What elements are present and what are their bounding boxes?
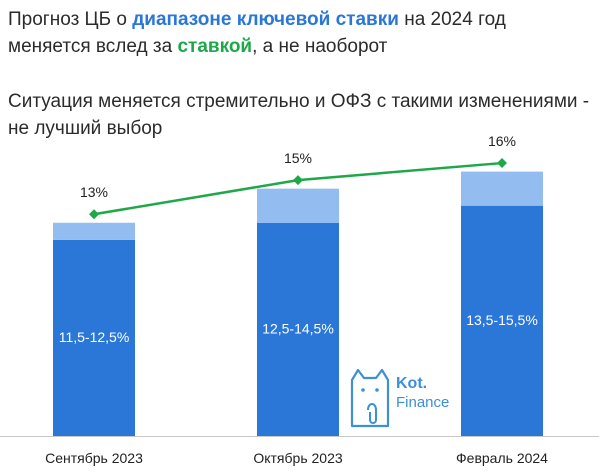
x-tick-label: Октябрь 2023 bbox=[253, 450, 343, 466]
key-rate-label: 13% bbox=[80, 184, 108, 200]
headline-text: меняется вслед за bbox=[8, 36, 178, 57]
bar-range-extension bbox=[461, 171, 543, 206]
key-rate-label: 15% bbox=[284, 150, 312, 166]
kot-finance-logo: Kot. Finance bbox=[348, 366, 458, 430]
bar-lower-bound bbox=[53, 239, 135, 436]
key-rate-point bbox=[497, 158, 507, 169]
bar-lower-bound bbox=[461, 205, 543, 436]
bar-data-label: 13,5-15,5% bbox=[466, 312, 538, 328]
headline-text: , а не наоборот bbox=[252, 36, 388, 57]
cat-icon bbox=[350, 368, 390, 428]
headline-text: Прогноз ЦБ о bbox=[8, 9, 133, 30]
headline-highlight-rate: ставкой bbox=[177, 36, 253, 57]
bar-lower-bound bbox=[257, 222, 339, 436]
bar-data-label: 11,5-12,5% bbox=[59, 329, 130, 345]
x-tick-label: Февраль 2024 bbox=[456, 450, 548, 466]
key-rate-point bbox=[293, 175, 303, 186]
bar-data-label: 12,5-14,5% bbox=[262, 320, 334, 336]
headline: Прогноз ЦБ о диапазоне ключевой ставки н… bbox=[8, 6, 593, 60]
bar-range-extension bbox=[53, 222, 135, 240]
headline-line-2: меняется вслед за ставкой, а не наоборот bbox=[8, 33, 593, 60]
logo-sub: Finance bbox=[396, 394, 450, 411]
x-tick-label: Сентябрь 2023 bbox=[45, 450, 143, 466]
headline-text: на 2024 год bbox=[398, 9, 506, 30]
key-rate-point bbox=[89, 209, 99, 220]
headline-line-1: Прогноз ЦБ о диапазоне ключевой ставки н… bbox=[8, 6, 593, 33]
logo-brand: Kot. bbox=[396, 375, 428, 392]
headline-highlight-range: диапазоне ключевой ставки bbox=[132, 9, 399, 30]
key-rate-label: 16% bbox=[488, 133, 516, 149]
subtitle: Ситуация меняется стремительно и ОФЗ с т… bbox=[8, 91, 590, 139]
bar-range-extension bbox=[257, 188, 339, 223]
